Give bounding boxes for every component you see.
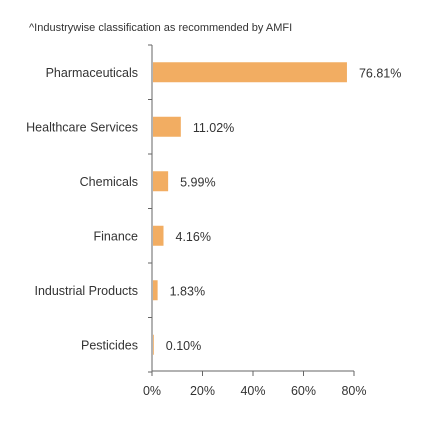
x-tick-label-60: 60%	[291, 384, 316, 398]
category-label-chemicals: Chemicals	[80, 175, 138, 189]
value-label-industrial-products: 1.83%	[170, 284, 205, 298]
bar-finance	[153, 225, 164, 246]
value-label-pharmaceuticals: 76.81%	[359, 66, 401, 80]
x-tick-label-0: 0%	[143, 384, 161, 398]
category-label-healthcare-services: Healthcare Services	[26, 120, 138, 134]
category-label-pesticides: Pesticides	[81, 338, 138, 352]
bar-chemicals	[153, 171, 169, 192]
value-label-pesticides: 0.10%	[166, 339, 201, 353]
category-label-pharmaceuticals: Pharmaceuticals	[46, 66, 138, 80]
x-tick-label-20: 20%	[190, 384, 215, 398]
category-label-industrial-products: Industrial Products	[34, 284, 138, 298]
bar-pharmaceuticals	[153, 62, 347, 83]
x-tick-label-40: 40%	[240, 384, 265, 398]
category-label-finance: Finance	[94, 229, 139, 243]
value-label-healthcare-services: 11.02%	[193, 121, 234, 135]
bars-layer	[153, 62, 347, 355]
bar-healthcare-services	[153, 116, 181, 137]
value-label-finance: 4.16%	[176, 230, 211, 244]
classification-note: ^Industrywise classification as recommen…	[29, 22, 293, 34]
value-label-chemicals: 5.99%	[180, 175, 215, 189]
labels-layer: Pharmaceuticals 76.81% Healthcare Services…	[26, 66, 401, 353]
axis-layer: 0% 20% 40% 60% 80%	[143, 44, 367, 398]
bar-industrial-products	[153, 280, 158, 301]
x-tick-label-80: 80%	[341, 384, 366, 398]
bar-pesticides	[153, 334, 154, 355]
